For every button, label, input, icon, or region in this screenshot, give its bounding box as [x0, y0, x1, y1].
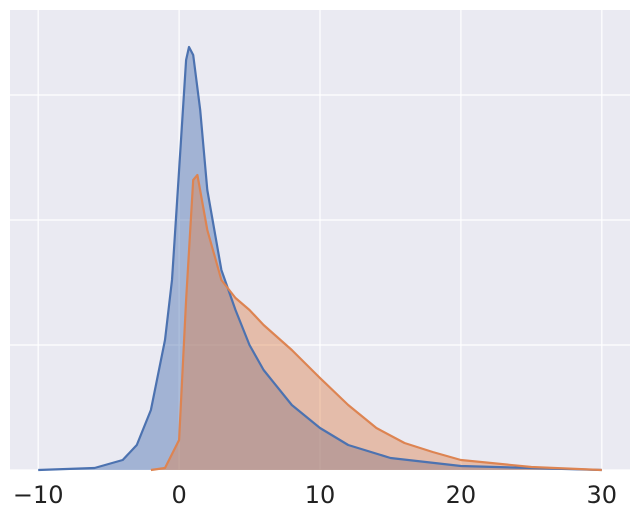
x-tick-label: 0 — [171, 481, 186, 509]
density-line — [38, 45, 602, 472]
density-line — [150, 173, 602, 472]
x-tick-label: 30 — [587, 481, 618, 509]
density-area — [150, 175, 602, 470]
x-tick-label: −10 — [13, 481, 64, 509]
x-tick-label: 10 — [305, 481, 336, 509]
density-area — [38, 47, 602, 470]
x-tick-label: 20 — [446, 481, 477, 509]
